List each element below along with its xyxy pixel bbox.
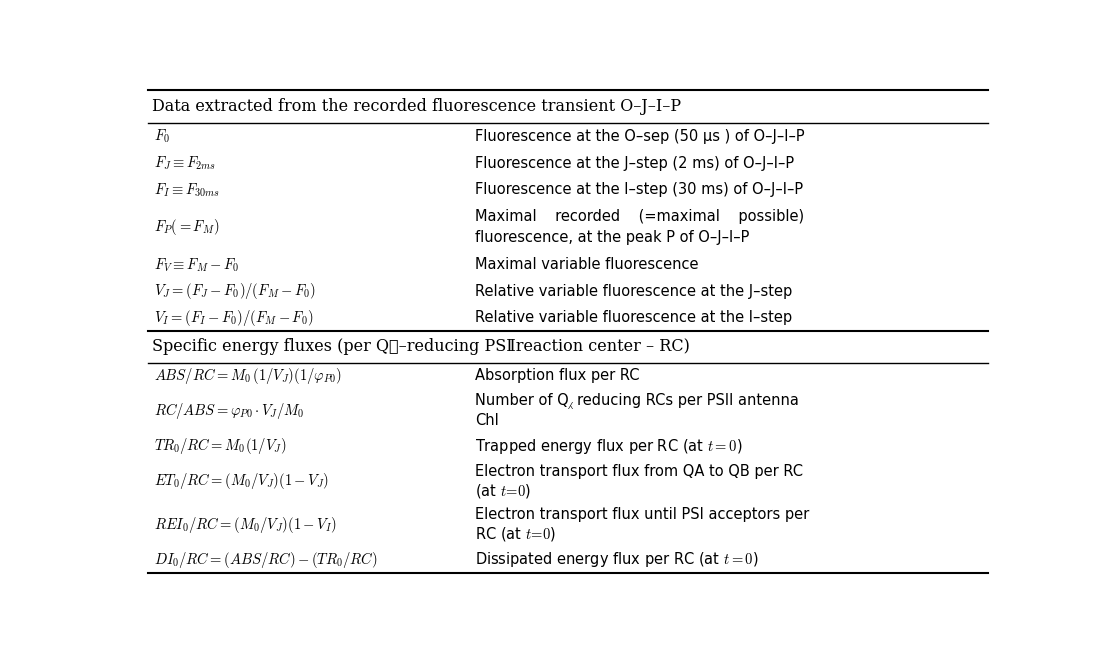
Text: $F_V \equiv F_M - F_0$: $F_V \equiv F_M - F_0$ — [154, 256, 239, 273]
Text: Chl: Chl — [475, 413, 498, 428]
Text: Electron transport flux from QA to QB per RC: Electron transport flux from QA to QB pe… — [475, 464, 802, 479]
Text: Electron transport flux until PSI acceptors per: Electron transport flux until PSI accept… — [475, 507, 809, 522]
Text: Relative variable fluorescence at the I–step: Relative variable fluorescence at the I–… — [475, 311, 792, 326]
Text: (at $t\!=\!0$): (at $t\!=\!0$) — [475, 482, 530, 500]
Text: $F_P(=F_M)$: $F_P(=F_M)$ — [154, 217, 219, 237]
Text: $REI_0/RC = (M_0/V_J)(1-V_I)$: $REI_0/RC = (M_0/V_J)(1-V_I)$ — [154, 515, 337, 535]
Text: $V_J = (F_J - F_0)/(F_M - F_0)$: $V_J = (F_J - F_0)/(F_M - F_0)$ — [154, 281, 316, 301]
Text: $V_I = (F_I - F_0)/(F_M - F_0)$: $V_I = (F_I - F_0)/(F_M - F_0)$ — [154, 308, 313, 328]
Text: Absorption flux per RC: Absorption flux per RC — [475, 368, 639, 383]
Text: Dissipated energy flux per RC (at $t=0$): Dissipated energy flux per RC (at $t=0$) — [475, 550, 758, 569]
Text: Relative variable fluorescence at the J–step: Relative variable fluorescence at the J–… — [475, 284, 792, 299]
Text: Specific energy fluxes (per Q⁁–reducing PSⅡreaction center – RC): Specific energy fluxes (per Q⁁–reducing … — [151, 339, 690, 356]
Text: $F_J \equiv F_{2ms}$: $F_J \equiv F_{2ms}$ — [154, 154, 215, 172]
Text: Maximal variable fluorescence: Maximal variable fluorescence — [475, 257, 698, 272]
Text: $ET_0/RC = (M_0/V_J)(1-V_J)$: $ET_0/RC = (M_0/V_J)(1-V_J)$ — [154, 471, 328, 491]
Text: fluorescence, at the peak P of O–J–I–P: fluorescence, at the peak P of O–J–I–P — [475, 230, 749, 245]
Text: Data extracted from the recorded fluorescence transient O–J–I–P: Data extracted from the recorded fluores… — [151, 98, 681, 115]
Text: $RC/ABS = \varphi_{P0} \cdot V_J/M_0$: $RC/ABS = \varphi_{P0} \cdot V_J/M_0$ — [154, 401, 304, 421]
Text: $F_I \equiv F_{30ms}$: $F_I \equiv F_{30ms}$ — [154, 181, 220, 199]
Text: Maximal    recorded    (=maximal    possible): Maximal recorded (=maximal possible) — [475, 209, 803, 224]
Text: Fluorescence at the J–step (2 ms) of O–J–I–P: Fluorescence at the J–step (2 ms) of O–J… — [475, 156, 793, 171]
Text: $ABS/RC = M_0\,(1/V_J)(1/\varphi_{P0})$: $ABS/RC = M_0\,(1/V_J)(1/\varphi_{P0})$ — [154, 366, 341, 386]
Text: Number of Q⁁ reducing RCs per PSII antenna: Number of Q⁁ reducing RCs per PSII anten… — [475, 393, 799, 409]
Text: Fluorescence at the O–sep (50 μs ) of O–J–I–P: Fluorescence at the O–sep (50 μs ) of O–… — [475, 129, 804, 144]
Text: $TR_0/RC = M_0(1/V_J)$: $TR_0/RC = M_0(1/V_J)$ — [154, 436, 286, 456]
Text: $DI_0/RC = (ABS/RC) - (TR_0/RC)$: $DI_0/RC = (ABS/RC) - (TR_0/RC)$ — [154, 550, 377, 570]
Text: Trapped energy flux per RC (at $t=0$): Trapped energy flux per RC (at $t=0$) — [475, 437, 743, 456]
Text: Fluorescence at the I–step (30 ms) of O–J–I–P: Fluorescence at the I–step (30 ms) of O–… — [475, 182, 803, 198]
Text: RC (at $t\!=\!0$): RC (at $t\!=\!0$) — [475, 525, 556, 543]
Text: $F_0$: $F_0$ — [154, 128, 169, 145]
